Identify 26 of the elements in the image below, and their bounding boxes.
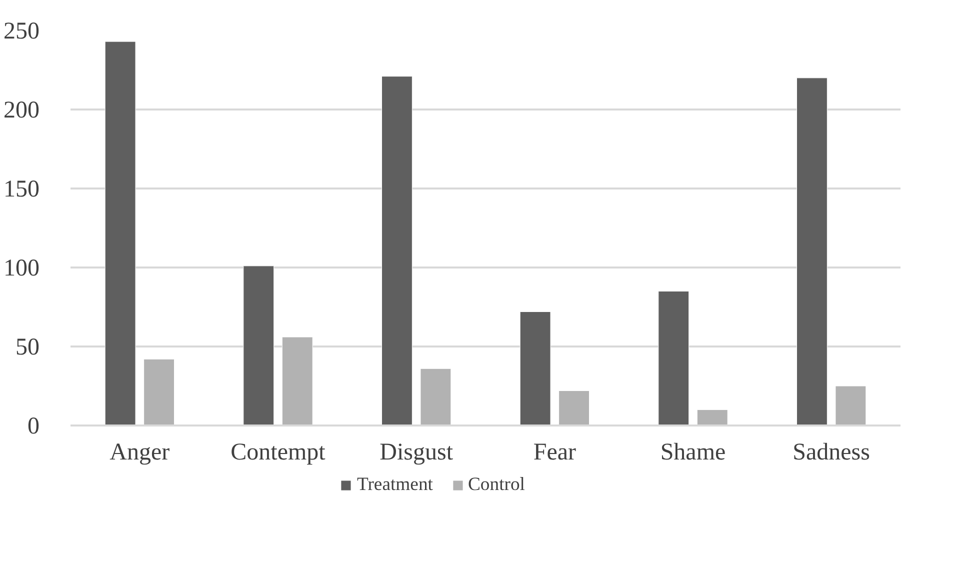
bar	[282, 336, 313, 426]
y-tick-label: 50	[16, 334, 40, 360]
y-tick-label: 100	[4, 256, 40, 282]
bar	[696, 409, 728, 426]
x-tick-label: Shame	[660, 440, 726, 466]
x-tick-label: Disgust	[380, 440, 454, 466]
legend-label: Control	[468, 474, 525, 496]
legend-label: Treatment	[356, 474, 433, 496]
y-tick-label: 200	[4, 98, 40, 124]
bar	[243, 266, 274, 426]
bar	[520, 311, 551, 426]
bar	[835, 386, 866, 426]
x-tick-label: Contempt	[230, 440, 326, 466]
bar	[658, 290, 690, 426]
x-tick-label: Anger	[110, 440, 170, 466]
y-tick-label: 150	[4, 176, 40, 202]
bar	[382, 76, 412, 426]
x-tick-label: Sadness	[792, 440, 870, 466]
bar	[144, 358, 174, 426]
y-tick-label: 0	[28, 414, 40, 440]
x-tick-label: Fear	[533, 440, 576, 466]
bar	[104, 41, 136, 426]
bar	[420, 368, 452, 426]
bar	[558, 390, 590, 426]
bar	[796, 78, 828, 426]
y-tick-label: 250	[4, 18, 40, 44]
